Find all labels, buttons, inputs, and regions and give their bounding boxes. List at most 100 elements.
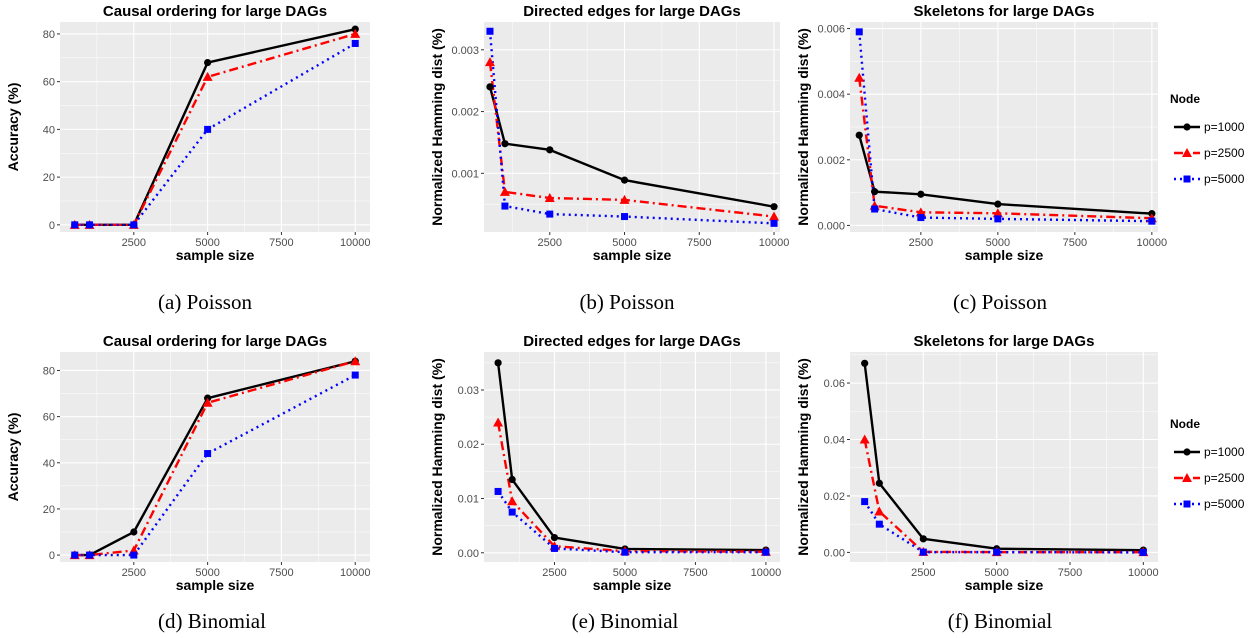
panel-caption: (b) Poisson [579, 290, 675, 314]
y-axis-label: Accuracy (%) [5, 83, 21, 172]
panel-caption: (c) Poisson [953, 290, 1047, 314]
legend-entry-label: p=5000 [1204, 497, 1245, 511]
y-tick-label: 0.03 [458, 385, 479, 397]
y-tick-label: 0.00 [824, 547, 845, 559]
x-tick-label: 5000 [195, 237, 219, 249]
y-tick-label: 20 [43, 504, 55, 516]
legend-entry-label: p=2500 [1204, 471, 1245, 485]
data-point [486, 83, 494, 91]
legend-key-marker [1182, 148, 1192, 157]
y-tick-label: 20 [43, 172, 55, 184]
plot-background [484, 352, 780, 562]
data-point [762, 548, 770, 556]
legend-key-marker [1183, 500, 1191, 508]
x-tick-label: 2500 [909, 237, 933, 249]
x-tick-label: 10000 [340, 237, 371, 249]
x-tick-label: 10000 [1137, 237, 1168, 249]
data-point [871, 205, 879, 213]
chart-panel-5: 2500 5000 7500 10000 0.00 0.01 0.02 0.03 Directe… [429, 333, 781, 633]
data-point [919, 535, 927, 543]
legend-entry-label: p=2500 [1204, 146, 1245, 160]
data-point [875, 479, 883, 487]
x-tick-label: 10000 [751, 567, 782, 579]
data-point [993, 548, 1001, 556]
data-point [1148, 217, 1156, 225]
data-point [499, 186, 510, 196]
legend-entry-label: p=1000 [1204, 120, 1245, 134]
data-point [86, 551, 94, 559]
data-point [875, 520, 883, 528]
data-point [507, 496, 518, 506]
legend-entry-label: p=5000 [1204, 172, 1245, 186]
legend-key-marker [1183, 175, 1191, 183]
chart-panel-6: 2500 5000 7500 10000 0.00 0.02 0.04 0.06 Skeleto… [795, 333, 1159, 633]
data-point [769, 211, 780, 221]
x-tick-label: 2500 [538, 237, 562, 249]
data-point [501, 140, 509, 148]
legend-1: Node p=1000 p=2500 p=5000 [1170, 92, 1245, 186]
data-point [550, 533, 559, 542]
data-point [71, 551, 79, 559]
y-tick-label: 40 [43, 124, 55, 136]
data-point [130, 221, 138, 229]
x-tick-label: 2500 [122, 237, 146, 249]
legend-key-marker [1183, 123, 1191, 131]
x-tick-label: 7500 [1058, 567, 1082, 579]
data-point [202, 397, 213, 407]
y-axis-label: Normalized Hamming dist (%) [795, 28, 811, 226]
y-tick-label: 0.000 [817, 220, 845, 232]
y-tick-label: 0.001 [451, 168, 479, 180]
chart-title: Skeletons for large DAGs [914, 333, 1095, 350]
x-axis-label: sample size [176, 247, 255, 263]
chart-title: Skeletons for large DAGs [914, 3, 1095, 20]
panel-caption: (f) Binomial [948, 609, 1053, 633]
y-axis-label: Normalized Hamming dist (%) [429, 28, 445, 226]
chart-title: Causal ordering for large DAGs [103, 3, 327, 20]
data-point [130, 528, 138, 536]
data-point [861, 359, 869, 367]
x-tick-label: 5000 [613, 567, 637, 579]
data-point [544, 193, 555, 203]
x-tick-label: 10000 [340, 567, 371, 579]
data-point [546, 210, 554, 218]
x-tick-label: 5000 [986, 237, 1010, 249]
data-point [204, 450, 212, 458]
legend-title: Node [1170, 92, 1200, 106]
data-point [350, 28, 361, 38]
data-point [86, 221, 94, 229]
data-point [994, 200, 1002, 208]
data-point [486, 27, 494, 35]
x-tick-label: 10000 [1128, 567, 1159, 579]
y-tick-label: 80 [43, 365, 55, 377]
data-point [917, 214, 925, 222]
data-point [501, 202, 509, 210]
data-point [619, 194, 630, 204]
x-axis-label: sample size [176, 577, 255, 593]
data-point [484, 57, 495, 67]
x-axis-label: sample size [593, 577, 672, 593]
data-point [919, 548, 927, 556]
data-point [855, 131, 863, 139]
x-axis-label: sample size [965, 577, 1044, 593]
y-axis-label: Normalized Hamming dist (%) [795, 358, 811, 556]
y-axis-label: Normalized Hamming dist (%) [429, 358, 445, 556]
y-tick-label: 0.04 [824, 435, 845, 447]
x-tick-label: 7500 [1063, 237, 1087, 249]
chart-panel-4: 2500 5000 7500 10000 0 20 40 60 80 Causal orderin… [5, 333, 371, 633]
data-point [992, 208, 1003, 218]
data-point [550, 544, 558, 552]
x-axis-label: sample size [965, 247, 1044, 263]
panel-caption: (a) Poisson [158, 290, 252, 314]
series-line-3 [74, 374, 356, 557]
y-tick-label: 0.01 [458, 494, 479, 506]
y-tick-label: 60 [43, 77, 55, 89]
legend-title: Node [1170, 417, 1200, 431]
x-tick-label: 7500 [683, 567, 707, 579]
data-point [620, 176, 629, 184]
data-point [861, 498, 869, 506]
chart-title: Causal ordering for large DAGs [103, 333, 327, 350]
data-point [874, 506, 885, 516]
data-point [621, 548, 629, 556]
x-tick-label: 10000 [759, 237, 790, 249]
